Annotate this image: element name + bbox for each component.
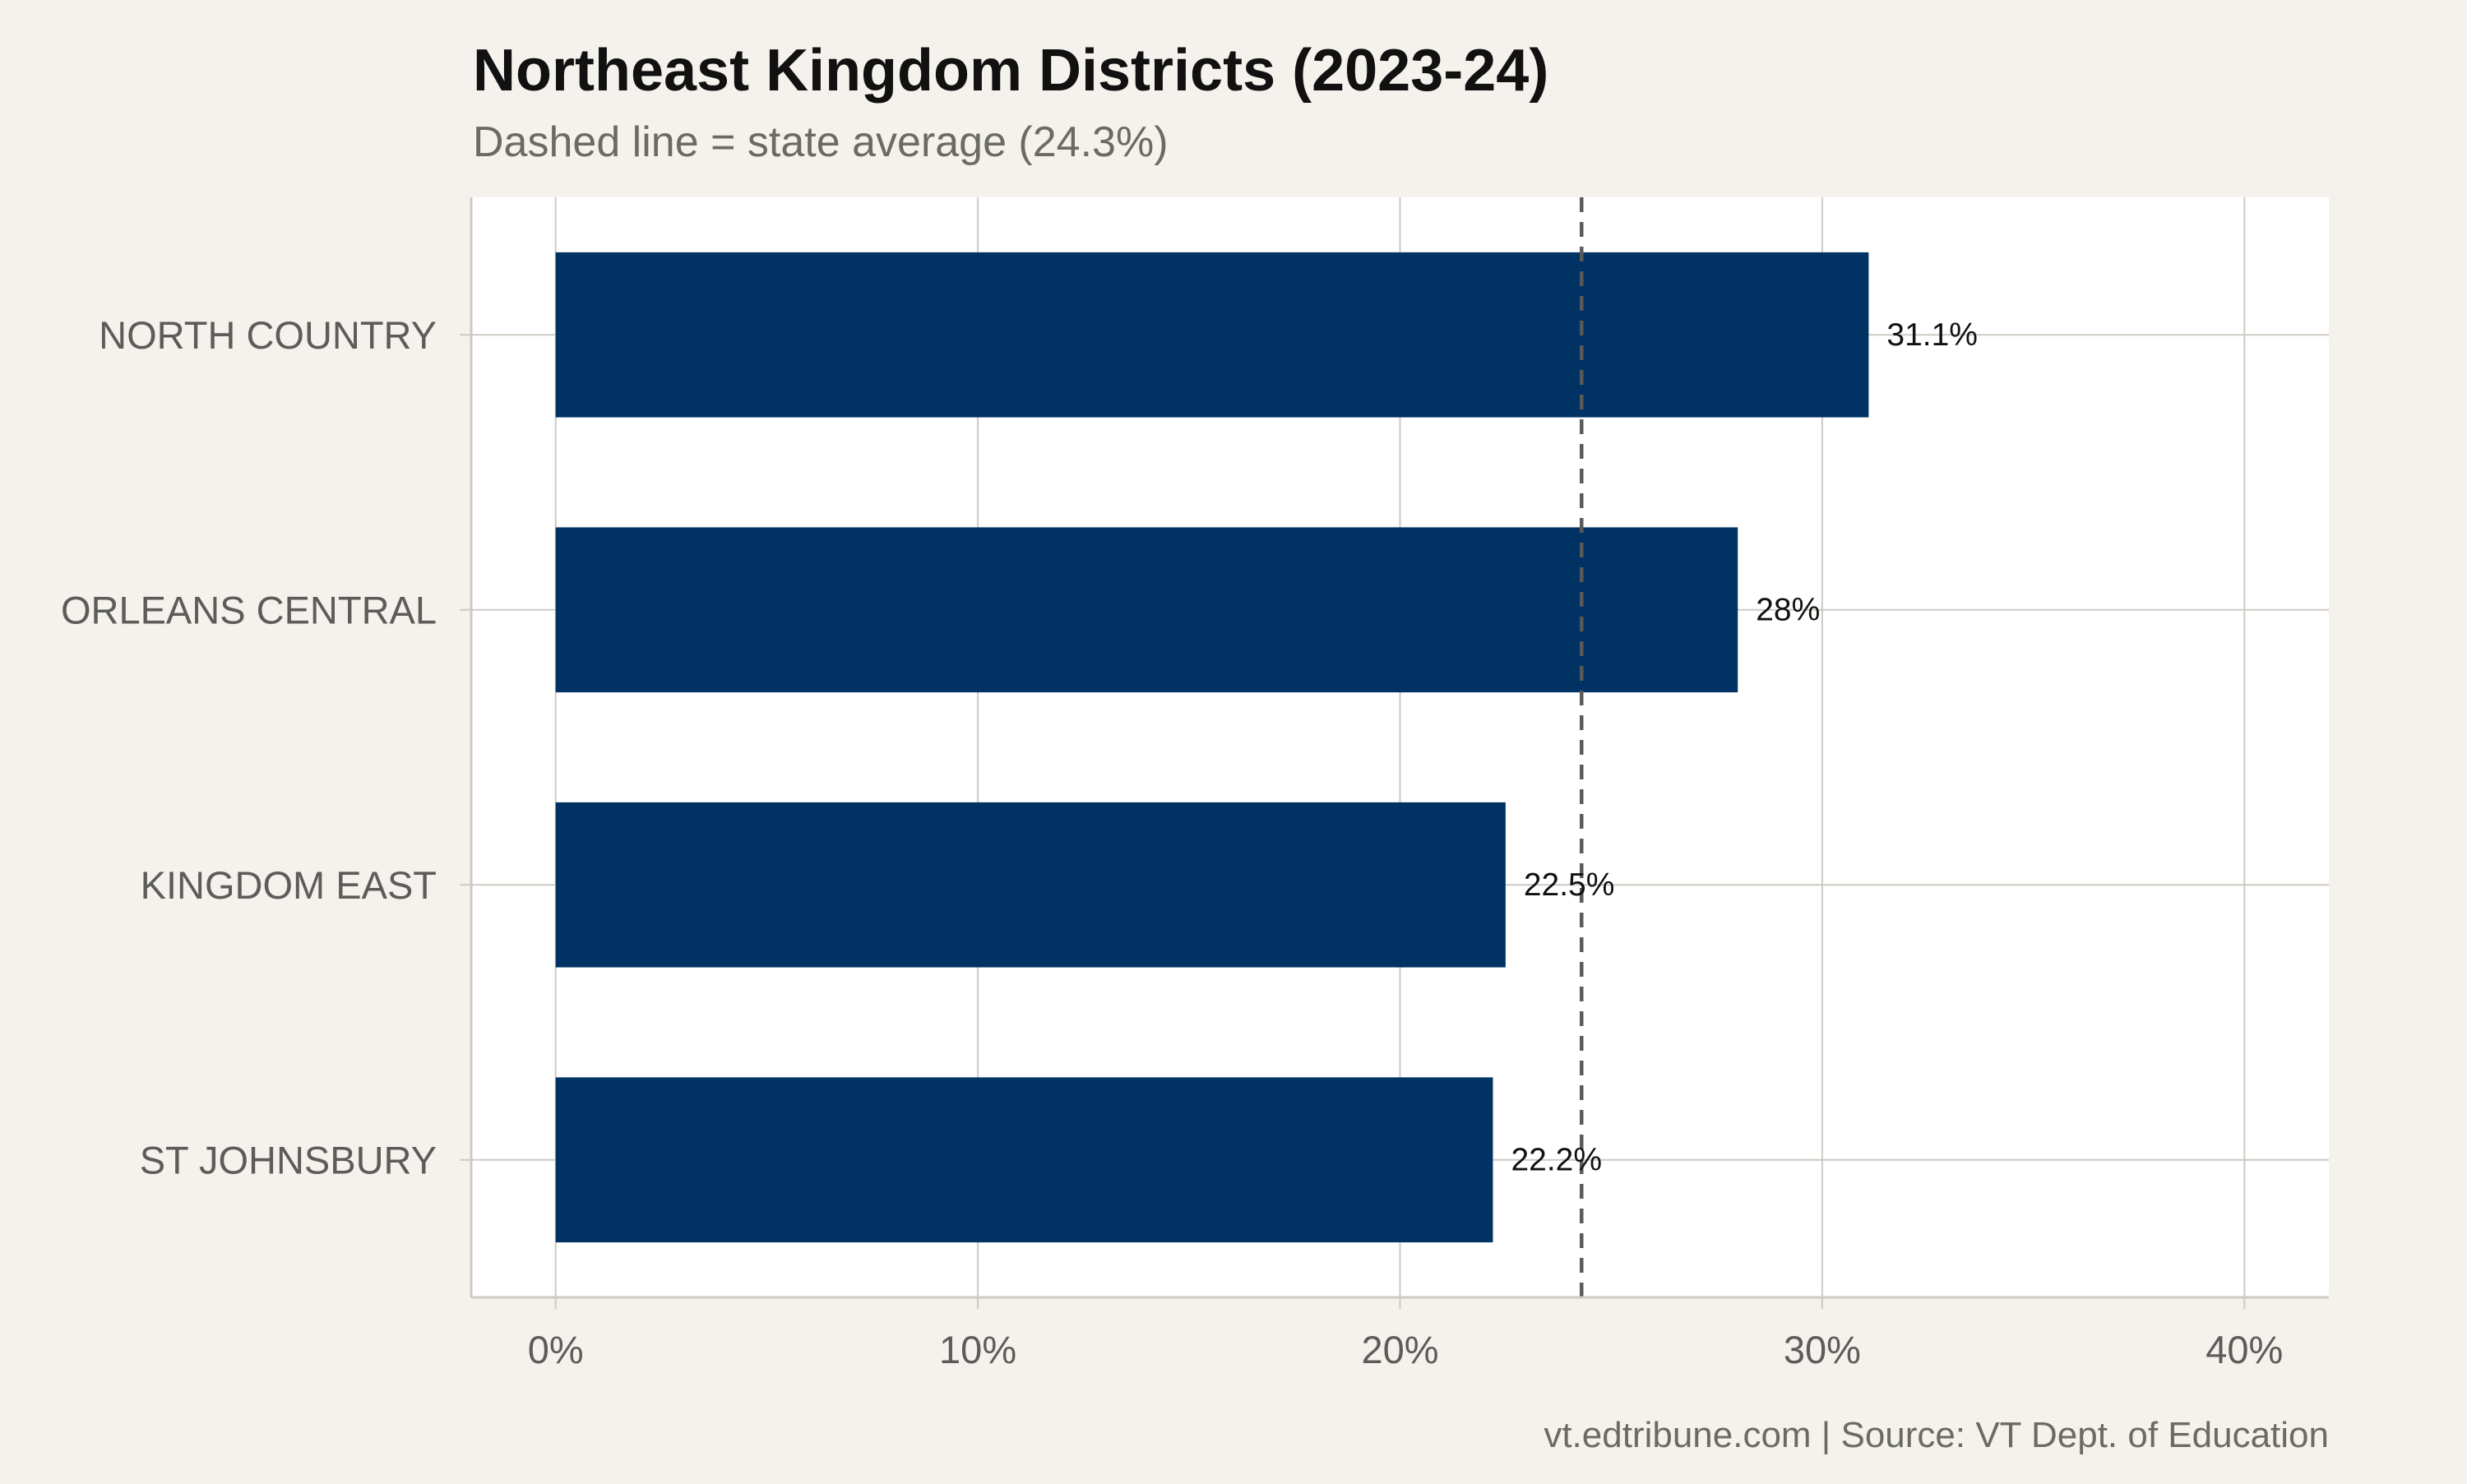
value-label-1: 28% [1756,592,1820,627]
chart-title: Northeast Kingdom Districts (2023-24) [473,38,1548,104]
category-label-1: ORLEANS CENTRAL [61,588,437,631]
axes [460,197,2329,1309]
category-label-0: NORTH COUNTRY [99,313,437,357]
x-tick-label-0: 0% [528,1328,584,1371]
category-label-2: KINGDOM EAST [141,863,437,907]
chart-caption: vt.edtribune.com | Source: VT Dept. of E… [1544,1415,2329,1455]
value-labels: 31.1% 28% 22.5% 22.2% [1511,317,1978,1178]
category-label-3: ST JOHNSBURY [140,1138,437,1181]
x-tick-labels: 0% 10% 20% 30% 40% [528,1328,2284,1371]
x-tick-label-2: 20% [1361,1328,1438,1371]
bar-0 [555,252,1869,418]
x-tick-label-4: 40% [2205,1328,2283,1371]
x-tick-label-1: 10% [939,1328,1016,1371]
category-labels: NORTH COUNTRY ORLEANS CENTRAL KINGDOM EAST… [61,313,437,1182]
bar-1 [555,527,1738,693]
bar-3 [555,1077,1493,1243]
bar-2 [555,802,1506,968]
value-label-3: 22.2% [1511,1142,1602,1177]
x-tick-label-3: 30% [1784,1328,1861,1371]
value-label-0: 31.1% [1886,317,1978,353]
value-label-2: 22.5% [1524,867,1615,903]
chart-subtitle: Dashed line = state average (24.3%) [473,118,1169,166]
bars [555,252,1869,1243]
